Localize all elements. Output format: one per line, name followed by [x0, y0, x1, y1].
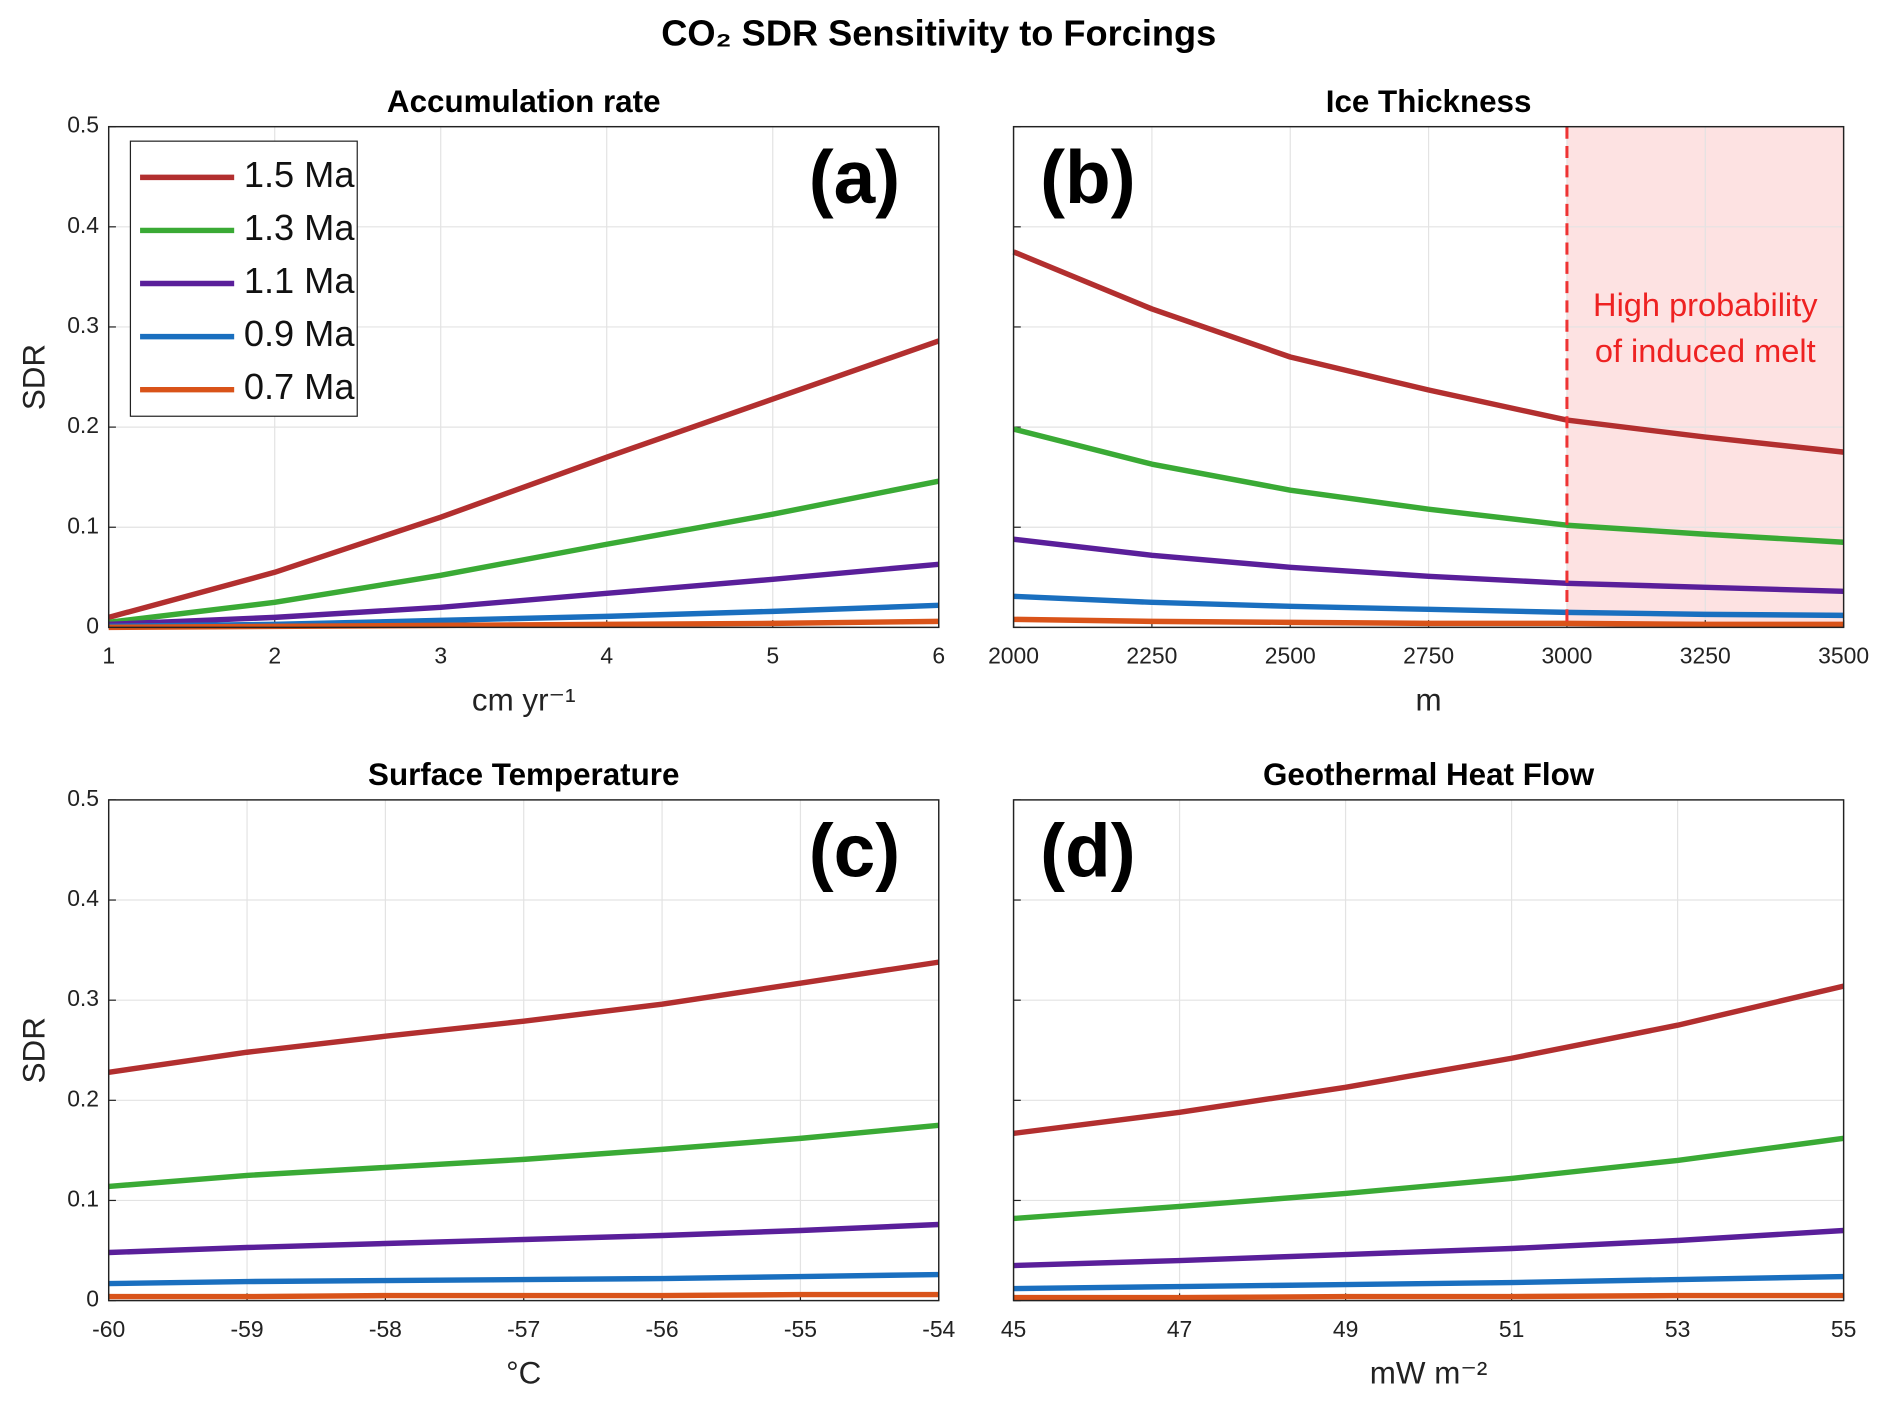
x-tick-label: 3000 [1541, 643, 1592, 669]
subplot-title: Accumulation rate [387, 84, 661, 119]
x-tick-label: 51 [1499, 1316, 1524, 1342]
data-line [108, 561, 940, 628]
data-line [108, 1221, 939, 1256]
data-line [1013, 1227, 1844, 1269]
data-line [1013, 593, 1844, 619]
legend-label: 1.3 Ma [244, 207, 356, 248]
x-axis-label: cm yr⁻¹ [472, 682, 576, 717]
x-tick-label: 47 [1167, 1316, 1192, 1342]
x-tick-label: -59 [230, 1316, 263, 1342]
y-tick-label: 0 [86, 612, 99, 638]
x-tick-label: 53 [1665, 1316, 1690, 1342]
data-line [1013, 983, 1845, 1137]
y-tick-label: 0.3 [67, 985, 99, 1011]
x-tick-label: 3250 [1680, 643, 1731, 669]
subplot-title: Geothermal Heat Flow [1263, 757, 1595, 792]
y-axis-label: SDR [17, 344, 52, 410]
x-tick-label: 6 [932, 643, 945, 669]
x-axis-label: m [1416, 682, 1442, 717]
panel-label: (d) [1040, 808, 1136, 892]
data-line [108, 478, 940, 626]
axes-frame [1012, 125, 1845, 629]
panel-label: (a) [809, 135, 900, 219]
x-tick-label: 2500 [1265, 643, 1316, 669]
subplot-title: Surface Temperature [368, 757, 679, 792]
y-tick-label: 0 [86, 1286, 99, 1312]
axes-frame [107, 799, 940, 1302]
data-line [1013, 536, 1844, 595]
x-tick-label: -55 [784, 1316, 817, 1342]
figure-title: CO₂ SDR Sensitivity to Forcings [661, 13, 1216, 54]
x-tick-label: 49 [1333, 1316, 1358, 1342]
legend-label: 0.7 Ma [244, 366, 356, 407]
x-tick-label: 2750 [1403, 643, 1454, 669]
data-line [108, 1291, 939, 1300]
x-tick-label: -60 [92, 1316, 125, 1342]
y-tick-label: 0.2 [67, 412, 99, 438]
y-tick-label: 0.1 [67, 1185, 99, 1211]
y-tick-label: 0.4 [67, 885, 99, 911]
x-tick-label: -57 [507, 1316, 540, 1342]
data-line [108, 959, 940, 1075]
data-line [108, 1271, 939, 1287]
legend-box [129, 140, 358, 417]
y-tick-label: 0.1 [67, 512, 99, 538]
y-tick-label: 0.5 [67, 785, 99, 811]
x-tick-label: 1 [102, 643, 115, 669]
subplot-title: Ice Thickness [1326, 84, 1532, 119]
x-tick-label: -54 [922, 1316, 955, 1342]
y-tick-label: 0.2 [67, 1085, 99, 1111]
legend-label: 1.1 Ma [244, 260, 356, 301]
data-line [1012, 249, 1844, 455]
x-axis-label: mW m⁻² [1370, 1356, 1488, 1391]
y-tick-label: 0.5 [67, 112, 99, 138]
annotation: High probability [1593, 287, 1818, 323]
panel-label: (b) [1040, 135, 1136, 219]
data-line [1012, 426, 1844, 545]
x-tick-label: -58 [369, 1316, 402, 1342]
data-line [1013, 1292, 1844, 1301]
x-tick-label: 3500 [1818, 643, 1869, 669]
y-tick-label: 0.4 [67, 212, 99, 238]
legend-label: 1.5 Ma [244, 154, 356, 195]
x-tick-label: 2000 [988, 643, 1039, 669]
axes-frame [107, 125, 940, 629]
x-tick-label: 2 [268, 643, 281, 669]
annotation: of induced melt [1595, 333, 1816, 369]
data-line [1013, 616, 1844, 628]
data-line [1013, 1135, 1844, 1222]
panel-label: (c) [809, 808, 900, 892]
x-axis-label: °C [506, 1356, 541, 1391]
data-line [107, 338, 940, 620]
x-tick-label: 3 [434, 643, 447, 669]
data-line [108, 1122, 940, 1190]
x-tick-label: -56 [646, 1316, 679, 1342]
data-line [108, 618, 939, 631]
data-line [1013, 1273, 1844, 1292]
y-tick-label: 0.3 [67, 312, 99, 338]
y-axis-label: SDR [17, 1017, 52, 1083]
x-tick-label: 2250 [1126, 643, 1177, 669]
x-tick-label: 4 [600, 643, 613, 669]
legend-label: 0.9 Ma [244, 313, 356, 354]
x-tick-label: 55 [1831, 1316, 1856, 1342]
x-tick-label: 45 [1001, 1316, 1026, 1342]
x-tick-label: 5 [766, 643, 779, 669]
axes-frame [1012, 799, 1845, 1302]
